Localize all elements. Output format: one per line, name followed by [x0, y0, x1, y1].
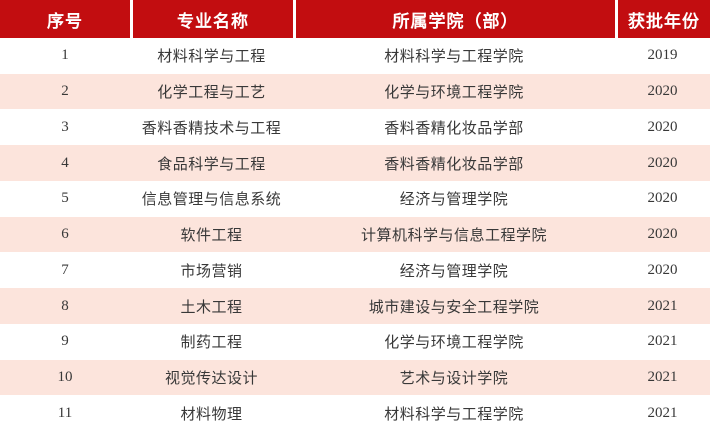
- table-row: 6 软件工程 计算机科学与信息工程学院 2020: [0, 216, 710, 253]
- column-header-college: 所属学院（部）: [293, 0, 615, 38]
- table-cell-major: 信息管理与信息系统: [141, 192, 282, 209]
- table-cell-index: 2: [61, 83, 69, 100]
- table-cell-year: 2019: [647, 47, 678, 64]
- table-cell-college: 化学与环境工程学院: [384, 335, 524, 352]
- table-cell-year: 2020: [647, 261, 678, 278]
- table-cell-major: 软件工程: [180, 228, 243, 245]
- table-row: 4 食品科学与工程 香料香精化妆品学部 2020: [0, 145, 710, 181]
- table-cell-major: 材料科学与工程: [157, 49, 266, 66]
- column-header-major: 专业名称: [130, 0, 293, 38]
- table-cell-year: 2020: [647, 190, 678, 207]
- table-cell-year: 2020: [647, 118, 678, 135]
- table-cell-year: 2021: [647, 404, 678, 421]
- table-cell-major: 香料香精技术与工程: [141, 120, 282, 137]
- table-row: 5 信息管理与信息系统 经济与管理学院 2020: [0, 180, 710, 217]
- table-row: 3 香料香精技术与工程 香料香精化妆品学部 2020: [0, 109, 710, 146]
- table-cell-college: 香料香精化妆品学部: [384, 156, 524, 173]
- table-cell-index: 8: [61, 297, 69, 314]
- table-row: 9 制药工程 化学与环境工程学院 2021: [0, 323, 710, 360]
- table-cell-major: 食品科学与工程: [157, 156, 266, 173]
- table-cell-index: 6: [61, 226, 69, 243]
- table-cell-college: 艺术与设计学院: [399, 370, 509, 387]
- table-cell-year: 2021: [647, 368, 678, 385]
- table-cell-college: 城市建设与安全工程学院: [368, 299, 540, 316]
- table-header-row: 序号 专业名称 所属学院（部） 获批年份: [0, 0, 710, 38]
- table-cell-index: 5: [61, 190, 69, 207]
- table-cell-college: 材料科学与工程学院: [384, 49, 524, 66]
- table-cell-index: 10: [57, 368, 73, 385]
- table-cell-college: 计算机科学与信息工程学院: [360, 228, 547, 245]
- table-row: 11 材料物理 材料科学与工程学院 2021: [0, 395, 710, 431]
- table-cell-year: 2021: [647, 297, 678, 314]
- table-row: 7 市场营销 经济与管理学院 2020: [0, 252, 710, 289]
- table-cell-college: 香料香精化妆品学部: [384, 120, 524, 137]
- table-cell-year: 2020: [647, 83, 678, 100]
- table-cell-major: 材料物理: [180, 406, 243, 423]
- table-cell-major: 制药工程: [180, 335, 243, 352]
- table-row: 1 材料科学与工程 材料科学与工程学院 2019: [0, 38, 710, 74]
- table-cell-major: 视觉传达设计: [164, 370, 258, 387]
- table-cell-year: 2020: [647, 226, 678, 243]
- column-header-index: 序号: [0, 0, 130, 38]
- table-cell-index: 11: [57, 404, 73, 421]
- table-cell-index: 7: [61, 261, 69, 278]
- table-cell-year: 2020: [647, 154, 678, 171]
- table-body: 1 材料科学与工程 材料科学与工程学院 2019 2 化学工程与工艺 化学与环境工程学院 20…: [0, 38, 710, 431]
- table-row: 8 土木工程 城市建设与安全工程学院 2021: [0, 288, 710, 324]
- table-cell-index: 9: [61, 333, 69, 350]
- table-row: 10 视觉传达设计 艺术与设计学院 2021: [0, 359, 710, 396]
- table-cell-major: 土木工程: [180, 299, 243, 316]
- table-cell-major: 化学工程与工艺: [157, 85, 266, 102]
- table-cell-year: 2021: [647, 333, 678, 350]
- table-cell-college: 经济与管理学院: [399, 263, 509, 280]
- table-row: 2 化学工程与工艺 化学与环境工程学院 2020: [0, 73, 710, 110]
- table-cell-college: 经济与管理学院: [399, 192, 509, 209]
- table-cell-index: 4: [61, 154, 69, 171]
- table-cell-index: 1: [61, 47, 69, 64]
- column-header-year: 获批年份: [615, 0, 710, 38]
- table-cell-college: 材料科学与工程学院: [384, 406, 524, 423]
- table-cell-index: 3: [61, 118, 69, 135]
- table-cell-college: 化学与环境工程学院: [384, 85, 524, 102]
- table-cell-major: 市场营销: [180, 263, 243, 280]
